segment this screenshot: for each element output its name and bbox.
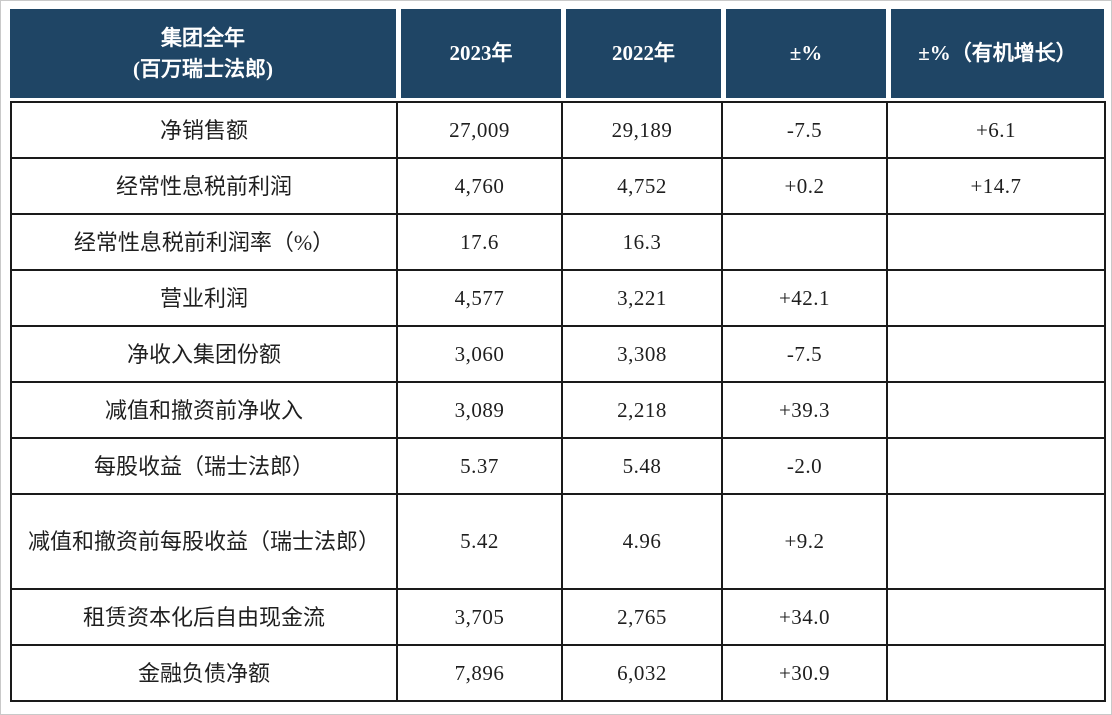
value-organic bbox=[886, 437, 1106, 495]
row-label: 减值和撤资前每股收益（瑞士法郎） bbox=[10, 493, 398, 590]
value-pct: +34.0 bbox=[721, 588, 888, 646]
value-2023: 4,760 bbox=[396, 157, 563, 215]
value-2022: 2,218 bbox=[561, 381, 723, 439]
value-2023: 5.42 bbox=[396, 493, 563, 590]
value-2022: 6,032 bbox=[561, 644, 723, 702]
table-row: 净收入集团份额 3,060 3,308 -7.5 bbox=[10, 325, 1106, 383]
value-2023: 4,577 bbox=[396, 269, 563, 327]
value-2022: 3,221 bbox=[561, 269, 723, 327]
value-2023: 3,089 bbox=[396, 381, 563, 439]
table-row: 金融负债净额 7,896 6,032 +30.9 bbox=[10, 644, 1106, 702]
table-row: 减值和撤资前净收入 3,089 2,218 +39.3 bbox=[10, 381, 1106, 439]
header-group-title-line2: (百万瑞士法郎) bbox=[133, 56, 273, 81]
value-pct: +39.3 bbox=[721, 381, 888, 439]
value-2023: 3,060 bbox=[396, 325, 563, 383]
header-col-pct: ±% bbox=[721, 9, 886, 98]
value-2022: 16.3 bbox=[561, 213, 723, 271]
value-pct: +9.2 bbox=[721, 493, 888, 590]
row-label: 净收入集团份额 bbox=[10, 325, 398, 383]
value-2022: 2,765 bbox=[561, 588, 723, 646]
row-label: 营业利润 bbox=[10, 269, 398, 327]
value-organic: +14.7 bbox=[886, 157, 1106, 215]
row-label: 经常性息税前利润 bbox=[10, 157, 398, 215]
value-2023: 7,896 bbox=[396, 644, 563, 702]
table-header-row: 集团全年 (百万瑞士法郎) 2023年 2022年 ±% ±%（有机增长） bbox=[10, 9, 1104, 98]
header-col-pct-organic: ±%（有机增长） bbox=[886, 9, 1104, 98]
value-2023: 5.37 bbox=[396, 437, 563, 495]
table-row: 营业利润 4,577 3,221 +42.1 bbox=[10, 269, 1106, 327]
header-col-2023: 2023年 bbox=[396, 9, 561, 98]
value-organic bbox=[886, 381, 1106, 439]
value-organic bbox=[886, 588, 1106, 646]
value-2022: 29,189 bbox=[561, 101, 723, 159]
value-2023: 17.6 bbox=[396, 213, 563, 271]
table-row: 租赁资本化后自由现金流 3,705 2,765 +34.0 bbox=[10, 588, 1106, 646]
row-label: 金融负债净额 bbox=[10, 644, 398, 702]
value-2023: 3,705 bbox=[396, 588, 563, 646]
value-organic bbox=[886, 269, 1106, 327]
value-2022: 4,752 bbox=[561, 157, 723, 215]
value-organic bbox=[886, 213, 1106, 271]
row-label: 净销售额 bbox=[10, 101, 398, 159]
table-row: 经常性息税前利润率（%） 17.6 16.3 bbox=[10, 213, 1106, 271]
row-label: 租赁资本化后自由现金流 bbox=[10, 588, 398, 646]
table-row: 减值和撤资前每股收益（瑞士法郎） 5.42 4.96 +9.2 bbox=[10, 493, 1106, 590]
row-label: 减值和撤资前净收入 bbox=[10, 381, 398, 439]
value-organic bbox=[886, 644, 1106, 702]
value-pct: -7.5 bbox=[721, 325, 888, 383]
table-row: 净销售额 27,009 29,189 -7.5 +6.1 bbox=[10, 101, 1106, 159]
table-row: 每股收益（瑞士法郎） 5.37 5.48 -2.0 bbox=[10, 437, 1106, 495]
table-row: 经常性息税前利润 4,760 4,752 +0.2 +14.7 bbox=[10, 157, 1106, 215]
value-organic bbox=[886, 493, 1106, 590]
header-col-2022: 2022年 bbox=[561, 9, 721, 98]
value-pct: -7.5 bbox=[721, 101, 888, 159]
header-group-title: 集团全年 (百万瑞士法郎) bbox=[10, 9, 396, 98]
value-organic bbox=[886, 325, 1106, 383]
value-2022: 3,308 bbox=[561, 325, 723, 383]
value-2022: 4.96 bbox=[561, 493, 723, 590]
value-pct: +30.9 bbox=[721, 644, 888, 702]
table-body: 净销售额 27,009 29,189 -7.5 +6.1 经常性息税前利润 4,… bbox=[10, 101, 1106, 702]
value-2022: 5.48 bbox=[561, 437, 723, 495]
value-2023: 27,009 bbox=[396, 101, 563, 159]
value-pct: +0.2 bbox=[721, 157, 888, 215]
row-label: 经常性息税前利润率（%） bbox=[10, 213, 398, 271]
value-pct bbox=[721, 213, 888, 271]
value-organic: +6.1 bbox=[886, 101, 1106, 159]
value-pct: -2.0 bbox=[721, 437, 888, 495]
row-label: 每股收益（瑞士法郎） bbox=[10, 437, 398, 495]
header-group-title-line1: 集团全年 bbox=[161, 26, 245, 51]
value-pct: +42.1 bbox=[721, 269, 888, 327]
